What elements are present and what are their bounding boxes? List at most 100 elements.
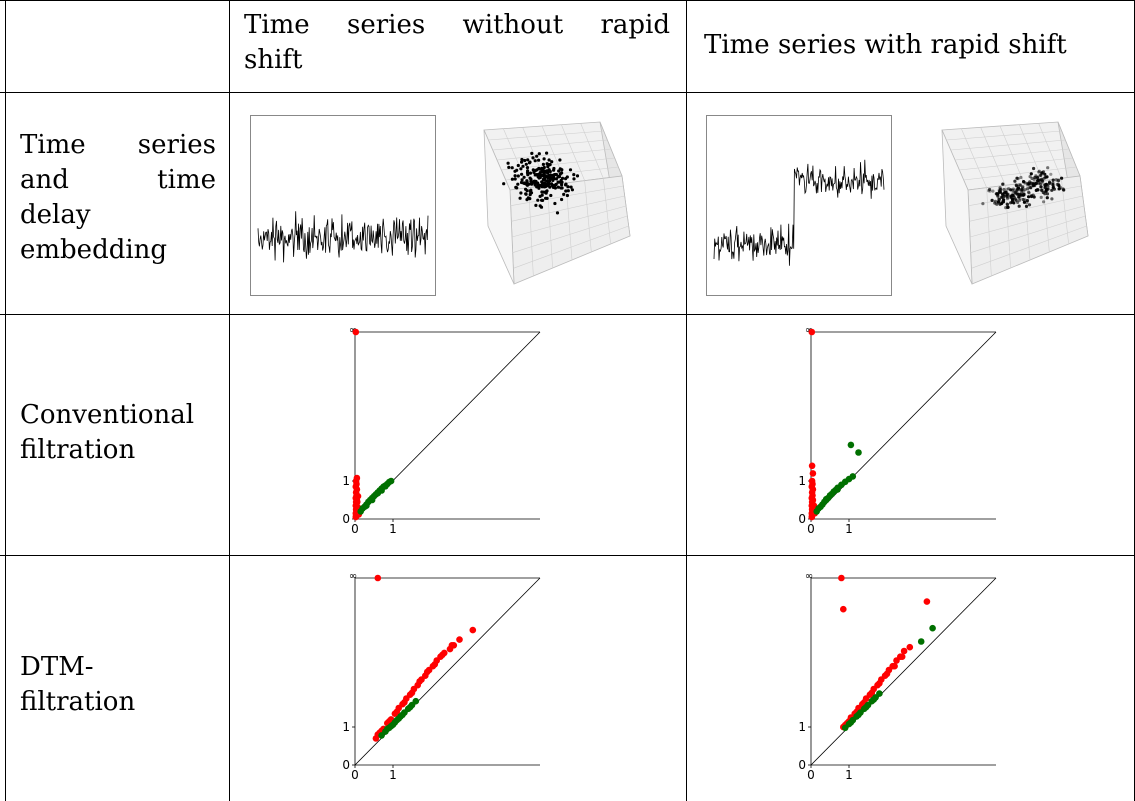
embedding-point <box>1050 197 1053 200</box>
embedding-point <box>526 171 529 174</box>
diagram-point <box>810 470 817 477</box>
embedding-point <box>1028 183 1031 186</box>
diagram-point <box>855 449 862 456</box>
diagram-point <box>456 636 463 643</box>
diagram-point <box>409 690 416 697</box>
embedding-point <box>538 152 541 155</box>
row-label-conventional-line2: filtration <box>20 433 220 468</box>
embedding-point <box>556 211 559 214</box>
embedding-point <box>519 191 522 194</box>
diagram-point <box>918 638 925 645</box>
embedding-point <box>1017 195 1020 198</box>
embedding-point <box>545 189 548 192</box>
embedding-point <box>523 176 526 179</box>
diagram-point <box>809 478 816 485</box>
embedding-point <box>560 171 563 174</box>
embedding-point <box>1052 179 1055 182</box>
x-tick-label: 0 <box>351 768 359 782</box>
embedding-point <box>1006 197 1009 200</box>
diagram-point <box>413 698 420 705</box>
embedding-point <box>530 152 533 155</box>
diagram-point <box>834 486 841 493</box>
embedding-point <box>521 178 524 181</box>
embedding-point <box>523 159 526 162</box>
diagram-point <box>863 704 870 711</box>
embedding-point <box>1021 185 1024 188</box>
header-col1-line1: Time series without rapid <box>244 8 670 43</box>
embedding-point <box>502 182 505 185</box>
embedding-point <box>529 177 532 180</box>
y-tick-label: 1 <box>798 720 806 734</box>
embedding-point <box>527 196 530 199</box>
diagram-point <box>449 642 456 649</box>
embedding-point <box>572 173 575 176</box>
embedding-point <box>1040 196 1043 199</box>
diagram-point <box>850 473 857 480</box>
embedding-point <box>1040 189 1043 192</box>
persistence-diagram-dtm-with-shift: ∞0 101 <box>786 568 1006 796</box>
embedding-point <box>1020 188 1023 191</box>
embedding-point <box>1038 170 1041 173</box>
embedding-point <box>507 166 510 169</box>
embedding-point <box>991 199 994 202</box>
embedding-point <box>1016 185 1019 188</box>
embedding-point <box>546 162 549 165</box>
embedding-point <box>1006 188 1009 191</box>
diagram-point <box>388 478 395 485</box>
diagram-point <box>891 663 898 670</box>
diagram-point <box>388 723 395 730</box>
embedding-point <box>560 198 563 201</box>
x-tick-label: 0 <box>807 768 815 782</box>
row-label-time-series-line2: and time <box>20 163 216 198</box>
embedding-point <box>514 174 517 177</box>
embedding-point <box>534 159 537 162</box>
embedding-point <box>1014 198 1017 201</box>
embedding-point <box>519 197 522 200</box>
embedding-point <box>1015 177 1018 180</box>
embedding-point <box>546 180 549 183</box>
embedding-point <box>561 186 564 189</box>
embedding-point <box>1001 183 1004 186</box>
embedding-3d-plot-without-shift <box>472 118 640 290</box>
embedding-point <box>567 189 570 192</box>
embedding-point <box>551 184 554 187</box>
embedding-point <box>554 186 557 189</box>
embedding-point <box>1027 191 1030 194</box>
row-label-dtm: DTM- filtration <box>20 650 220 720</box>
diagram-point <box>375 575 382 582</box>
row-label-time-series-line1: Time series <box>20 128 216 163</box>
embedding-point <box>557 175 560 178</box>
diagram-point <box>809 463 816 470</box>
embedding-point <box>537 159 540 162</box>
diagonal-line <box>811 578 996 765</box>
diagram-point <box>876 680 883 687</box>
embedding-point <box>542 163 545 166</box>
diagram-point <box>899 653 906 660</box>
embedding-point <box>560 183 563 186</box>
embedding-point <box>520 158 523 161</box>
embedding-point <box>545 152 548 155</box>
embedding-point <box>549 170 552 173</box>
header-col2: Time series with rapid shift <box>704 28 1124 63</box>
embedding-point <box>1045 175 1048 178</box>
embedding-point <box>540 206 543 209</box>
embedding-point <box>1032 167 1035 170</box>
embedding-point <box>1050 189 1053 192</box>
embedding-point <box>531 156 534 159</box>
embedding-point <box>562 193 565 196</box>
embedding-point <box>553 202 556 205</box>
embedding-point <box>524 192 527 195</box>
embedding-point <box>557 186 560 189</box>
embedding-point <box>521 165 524 168</box>
embedding-point <box>526 158 529 161</box>
embedding-point <box>522 181 525 184</box>
embedding-point <box>1018 199 1021 202</box>
diagram-point <box>876 690 883 697</box>
embedding-point <box>511 166 514 169</box>
embedding-point <box>1060 177 1063 180</box>
embedding-point <box>517 164 520 167</box>
diagram-point <box>907 644 914 651</box>
embedding-point <box>540 180 543 183</box>
embedding-point <box>1003 195 1006 198</box>
diagram-point <box>855 712 862 719</box>
